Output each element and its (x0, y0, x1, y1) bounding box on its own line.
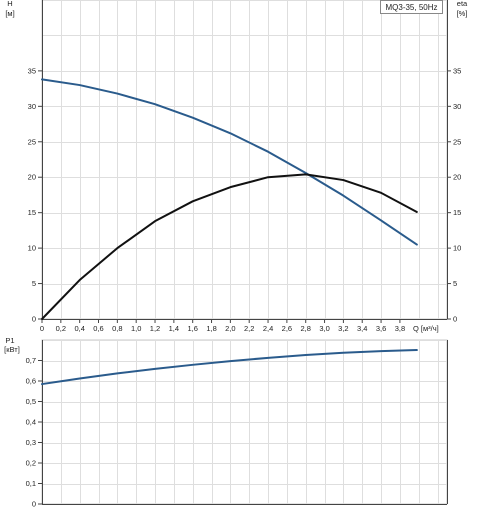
plot-frame (41, 0, 448, 320)
y-tick-label-left: 25 (28, 137, 36, 146)
y-tick-label-right: 5 (453, 279, 457, 288)
x-tick-label: 1,2 (150, 324, 160, 333)
power-panel: 0 0,1 0,2 0,3 0,4 0,5 0,6 0,7 P1[кВт] (4, 336, 448, 509)
y-axis-right-title: eta (457, 0, 468, 8)
y-tick-label-left: 0,4 (26, 418, 36, 427)
x-tick-label: 1,0 (131, 324, 141, 333)
x-tick-label: 3,4 (357, 324, 367, 333)
y-tick-label-left: 0 (32, 315, 36, 324)
y-tick-label-right: 25 (453, 137, 461, 146)
y-tick-label-right: 30 (453, 102, 461, 111)
y-tick-label-right: 15 (453, 208, 461, 217)
y-axis-right-unit: [%] (457, 9, 468, 18)
x-tick-label: 1,6 (187, 324, 197, 333)
x-tick-label: 2,8 (301, 324, 311, 333)
y-tick-label-left: 30 (28, 102, 36, 111)
y-tick-label-left: 0,6 (26, 377, 36, 386)
x-axis-label: Q [м³/ч] (413, 324, 439, 333)
y-axis-left-unit: [м] (5, 9, 14, 18)
legend-label: MQ3-35, 50Hz (385, 3, 437, 12)
y-tick-label-left: 0,5 (26, 397, 36, 406)
x-tick-label: 3,0 (319, 324, 329, 333)
y-tick-label-left: 0,2 (26, 459, 36, 468)
x-tick-label: 1,4 (169, 324, 179, 333)
x-tick-label: 0,6 (93, 324, 103, 333)
y-tick-label-left: 20 (28, 173, 36, 182)
y-tick-label-right: 0 (453, 315, 457, 324)
y-tick-label-left: 5 (32, 279, 36, 288)
head-efficiency-panel: 0 5 10 15 20 25 30 35 0 5 10 15 20 25 30 35 0 0,2 0,4 0,6 0,… (5, 0, 468, 333)
y-tick-label-left: 0,1 (26, 479, 36, 488)
y-tick-label-left: 35 (28, 66, 36, 75)
y-tick-label-left: 0,7 (26, 356, 36, 365)
y-tick-label-right: 20 (453, 173, 461, 182)
x-tick-label: 3,8 (395, 324, 405, 333)
efficiency-curve (41, 173, 418, 320)
x-tick-label: 2,6 (282, 324, 292, 333)
x-tick-label: 3,6 (376, 324, 386, 333)
head-curve (41, 78, 418, 246)
y-axis-left-title: H (7, 0, 12, 8)
y-tick-label-left: 15 (28, 208, 36, 217)
x-tick-label: 2,2 (244, 324, 254, 333)
y-tick-label-right: 10 (453, 244, 461, 253)
x-tick-label: 3,2 (338, 324, 348, 333)
y-tick-label-right: 35 (453, 66, 461, 75)
x-tick-label: 1,8 (206, 324, 216, 333)
y-tick-label-left: 10 (28, 244, 36, 253)
x-tick-label: 2,4 (263, 324, 273, 333)
y-axis-left-unit: [кВт] (4, 345, 20, 354)
legend-box (380, 0, 443, 14)
x-tick-label: 0,8 (112, 324, 122, 333)
y-tick-label-left: 0 (32, 500, 36, 509)
x-tick-label: 0 (40, 324, 44, 333)
x-tick-label: 2,0 (225, 324, 235, 333)
x-tick-label: 0,4 (74, 324, 84, 333)
y-tick-label-left: 0,3 (26, 438, 36, 447)
x-tick-label: 0,2 (56, 324, 66, 333)
power-curve (41, 349, 418, 386)
y-axis-left-title: P1 (5, 336, 14, 345)
